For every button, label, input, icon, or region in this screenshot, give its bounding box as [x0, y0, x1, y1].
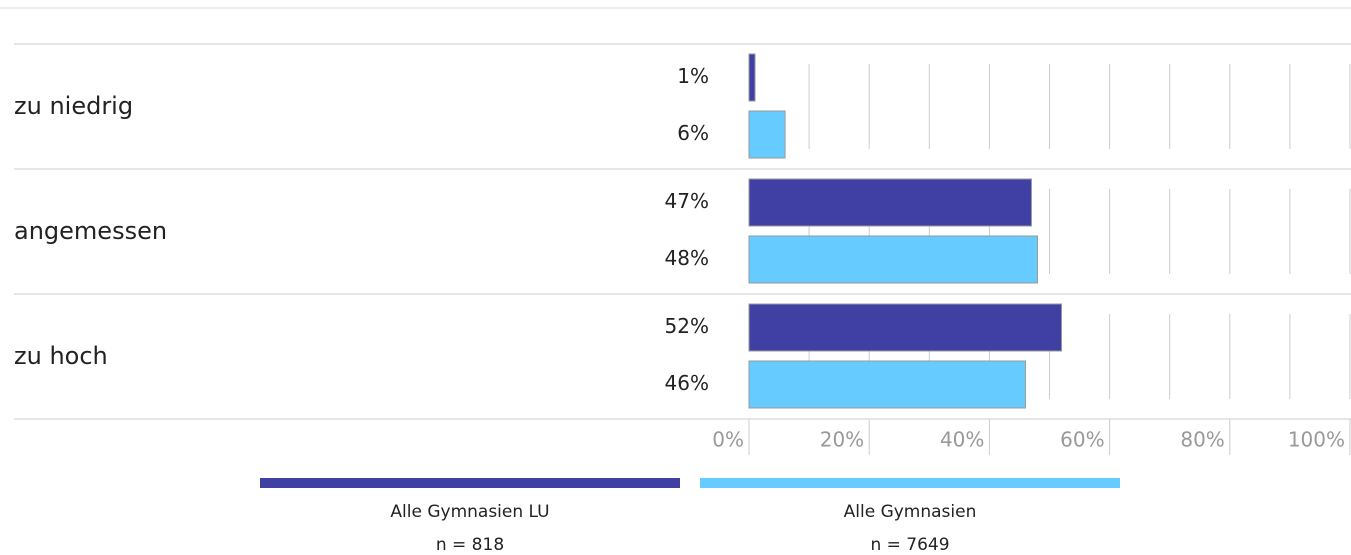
bar [748, 235, 1038, 284]
value-label: 1% [677, 64, 709, 88]
legend-label: Alle Gymnasien LU [390, 502, 549, 522]
category-label: zu hoch [14, 342, 108, 370]
legend-note: n = 818 [436, 535, 504, 555]
x-tick-label: 0% [712, 428, 744, 452]
x-tick-label: 40% [940, 428, 984, 452]
x-tick-label: 100% [1288, 428, 1345, 452]
bar [748, 178, 1032, 227]
legend-swatch [700, 478, 1120, 488]
legend-note: n = 7649 [870, 535, 949, 555]
value-label: 6% [677, 121, 709, 145]
legend-swatch [260, 478, 680, 488]
bar [748, 360, 1026, 409]
value-label: 52% [665, 314, 709, 338]
value-label: 48% [665, 246, 709, 270]
x-tick-label: 80% [1180, 428, 1224, 452]
value-label: 47% [665, 189, 709, 213]
x-tick-label: 20% [820, 428, 864, 452]
value-label: 46% [665, 371, 709, 395]
category-label: angemessen [14, 217, 167, 245]
bar [748, 53, 756, 102]
bar [748, 303, 1063, 352]
category-label: zu niedrig [14, 92, 133, 120]
legend-label: Alle Gymnasien [844, 502, 977, 522]
x-tick-label: 60% [1060, 428, 1104, 452]
bar [748, 110, 786, 159]
